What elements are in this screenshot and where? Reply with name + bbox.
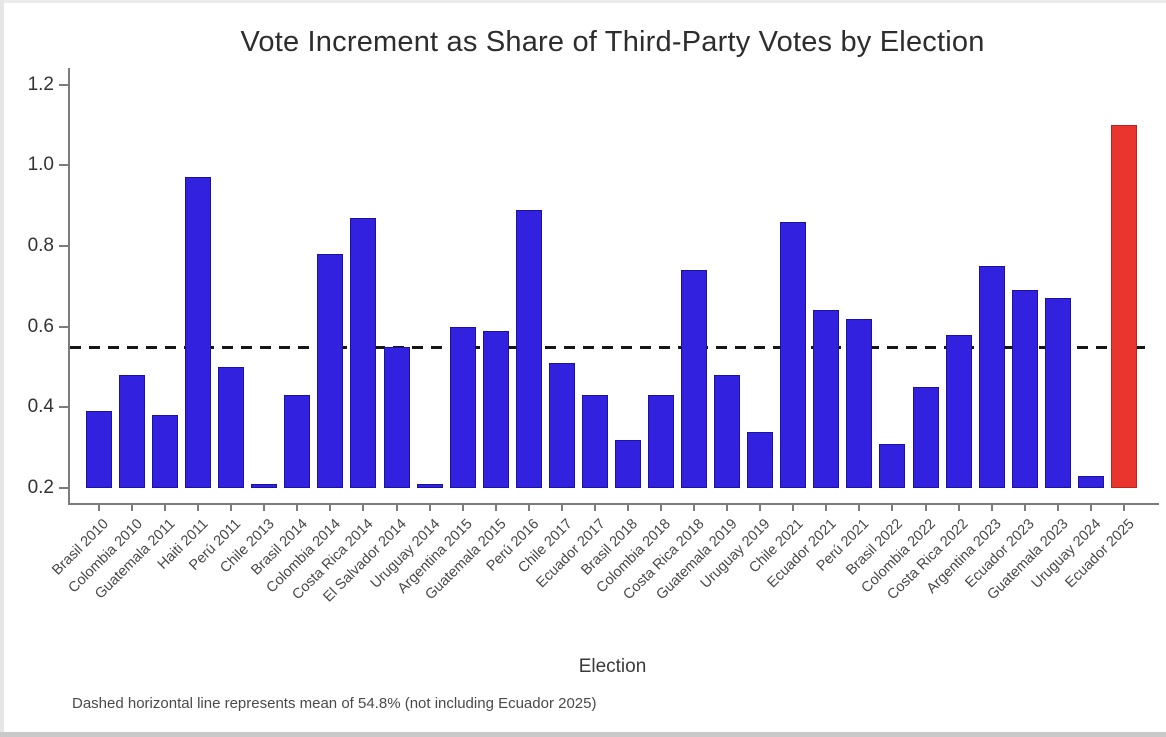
bar [449, 326, 476, 488]
figure-caption: Dashed horizontal line represents mean o… [72, 695, 597, 712]
y-tick-label: 1.2 [27, 73, 54, 95]
x-axis-tick [131, 503, 134, 511]
bar [383, 346, 410, 488]
x-axis-tick [329, 503, 332, 511]
x-axis-tick [1122, 503, 1125, 511]
x-axis-tick [891, 503, 894, 511]
x-axis-tick [362, 503, 365, 511]
x-axis-tick [825, 503, 828, 511]
x-axis-tick [593, 503, 596, 511]
x-axis-tick [759, 503, 762, 511]
bar [813, 310, 840, 488]
x-axis-tick [560, 503, 563, 511]
x-axis-tick [527, 503, 530, 511]
y-tick-label: 0.2 [27, 477, 54, 498]
bar [548, 362, 575, 488]
bar [780, 221, 807, 488]
bar [747, 431, 774, 488]
x-axis-tick [197, 503, 200, 511]
bar [1011, 290, 1038, 488]
screenshot-top-edge [0, 0, 1166, 3]
x-axis-tick [395, 503, 398, 511]
bar [317, 253, 344, 488]
screenshot-left-edge [0, 0, 4, 737]
x-axis-tick [428, 503, 431, 511]
x-axis-tick [98, 503, 100, 511]
x-axis-tick [693, 503, 696, 511]
y-axis-tick [59, 487, 68, 489]
bar [681, 270, 708, 488]
x-axis-tick [957, 503, 960, 511]
bar [185, 177, 212, 488]
bar [284, 395, 311, 488]
y-axis-tick [59, 164, 68, 167]
plot-area: 0.2 0.4 0.6 0.8 1.0 1.2 [28, 68, 1159, 511]
x-axis-tick [1023, 503, 1026, 511]
bar [416, 483, 443, 488]
bar [1044, 298, 1071, 488]
x-axis-tick [494, 503, 497, 511]
bar [846, 318, 873, 488]
x-axis-tick [660, 503, 663, 511]
bar [714, 375, 741, 488]
x-axis-tick [263, 503, 266, 511]
bar [515, 209, 542, 488]
y-tick-label: 1.0 [27, 154, 54, 176]
x-axis-tick [858, 503, 861, 511]
screenshot-bottom-edge [0, 732, 1166, 737]
x-axis-tick [1056, 503, 1059, 511]
bar [581, 395, 608, 488]
y-axis-tick [59, 406, 68, 409]
bar [152, 415, 179, 488]
bar [614, 439, 641, 488]
y-axis-tick [59, 83, 68, 86]
bar [879, 443, 906, 488]
y-tick-label: 0.4 [27, 396, 54, 418]
x-axis-tick [924, 503, 927, 511]
bar [945, 334, 972, 488]
bar [1077, 475, 1104, 488]
x-axis-title: Election [578, 656, 647, 677]
y-tick-label: 0.8 [27, 234, 54, 256]
x-axis-tick [164, 503, 167, 511]
bar [482, 330, 509, 488]
mean-reference-line [70, 346, 1152, 350]
y-tick-label: 0.6 [27, 315, 54, 337]
chart-title: Vote Increment as Share of Third-Party V… [240, 26, 985, 58]
y-axis-tick [59, 325, 68, 328]
bar [912, 387, 939, 488]
bar [251, 483, 278, 488]
x-axis-tick [1089, 503, 1092, 511]
bar [218, 366, 245, 488]
x-axis-tick [230, 503, 233, 511]
bar [978, 266, 1005, 488]
bar [648, 395, 675, 488]
bar [119, 375, 146, 488]
x-axis-tick [296, 503, 299, 511]
x-axis-tick [792, 503, 795, 511]
x-axis-tick [726, 503, 729, 511]
bar [350, 217, 377, 488]
x-axis-tick [626, 503, 629, 511]
bar [86, 411, 112, 488]
y-axis-tick [59, 244, 68, 247]
bar [1110, 124, 1137, 488]
x-axis-tick [990, 503, 993, 511]
x-axis-tick [461, 503, 464, 511]
